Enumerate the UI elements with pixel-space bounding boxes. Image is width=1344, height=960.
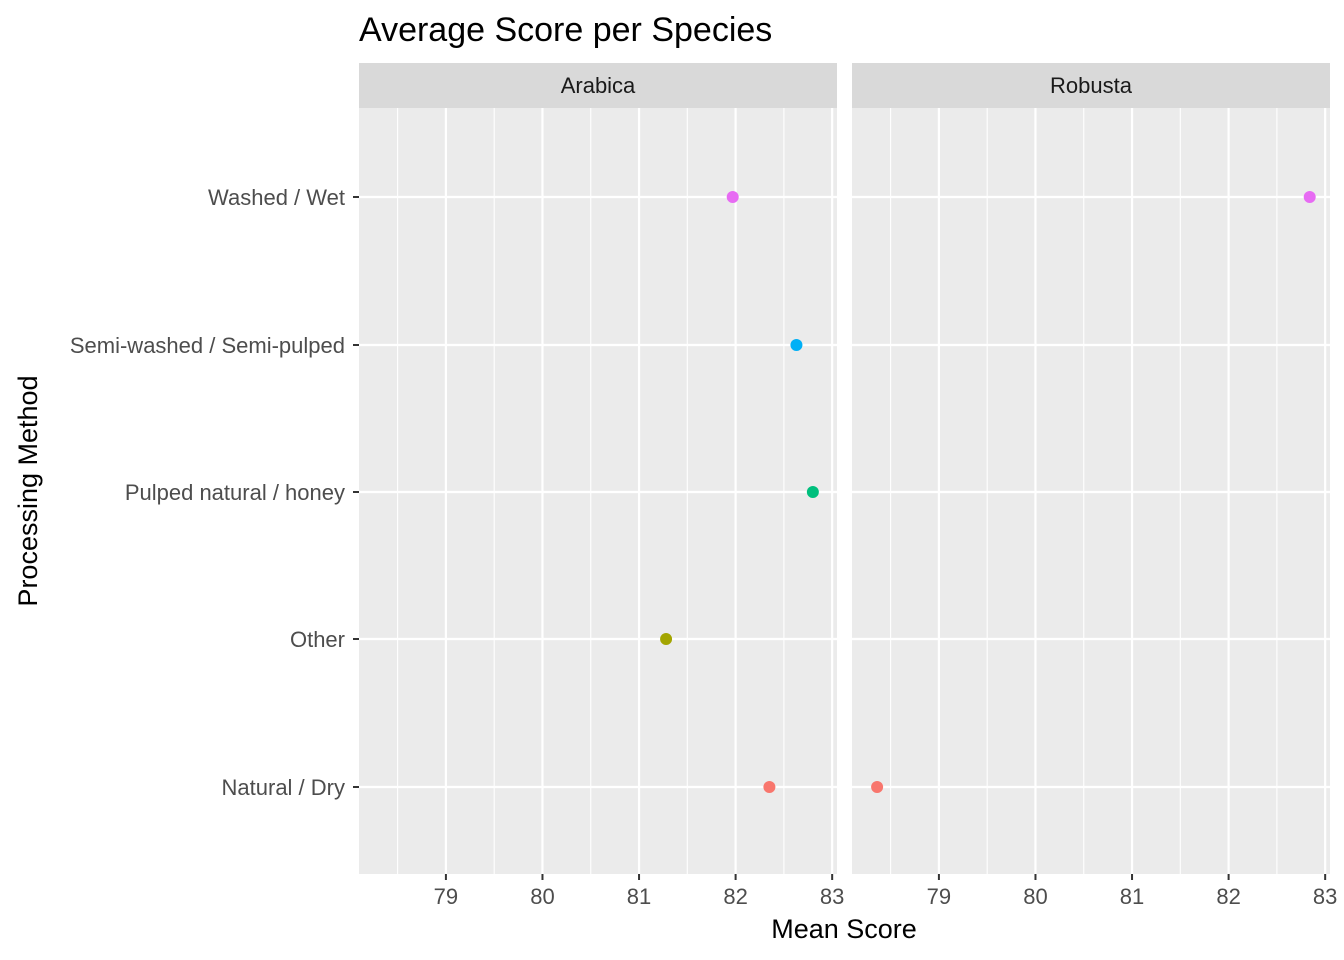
y-axis-title: Processing Method: [13, 375, 43, 606]
data-point: [871, 781, 884, 793]
y-tick-label: Natural / Dry: [222, 775, 345, 800]
data-point: [806, 486, 819, 498]
facet-label: Arabica: [561, 73, 636, 98]
x-tick-label: 82: [723, 884, 747, 909]
x-tick-label: 80: [530, 884, 554, 909]
y-tick-label: Pulped natural / honey: [125, 480, 345, 505]
x-axis-title: Mean Score: [771, 914, 917, 944]
x-tick-label: 83: [1313, 884, 1337, 909]
data-point: [1303, 191, 1316, 203]
y-tick-label: Semi-washed / Semi-pulped: [70, 333, 345, 358]
y-tick-label: Other: [290, 627, 345, 652]
x-tick-label: 79: [434, 884, 458, 909]
data-point: [660, 633, 673, 645]
chart-title: Average Score per Species: [359, 11, 772, 49]
data-point: [726, 191, 739, 203]
data-point: [790, 339, 803, 351]
y-axis: Natural / Dry Other Pulped natural / honey…: [70, 185, 359, 800]
x-tick-label: 83: [820, 884, 844, 909]
x-tick-label: 81: [627, 884, 651, 909]
facet-panel: Arabica 79 80 81 82 83: [359, 63, 844, 909]
y-tick-label: Washed / Wet: [208, 185, 345, 210]
data-point: [763, 781, 776, 793]
x-tick-label: 80: [1023, 884, 1047, 909]
facet-panel: Robusta 79 80 81 82 83: [852, 63, 1337, 909]
facet-strip: [852, 63, 1330, 108]
x-tick-label: 79: [927, 884, 951, 909]
x-tick-label: 81: [1120, 884, 1144, 909]
facet-panels: Arabica 79 80 81 82 83 Robusta 79 80 81 82 83: [359, 63, 1337, 909]
x-tick-label: 82: [1216, 884, 1240, 909]
facet-strip: [359, 63, 837, 108]
facet-label: Robusta: [1050, 73, 1133, 98]
